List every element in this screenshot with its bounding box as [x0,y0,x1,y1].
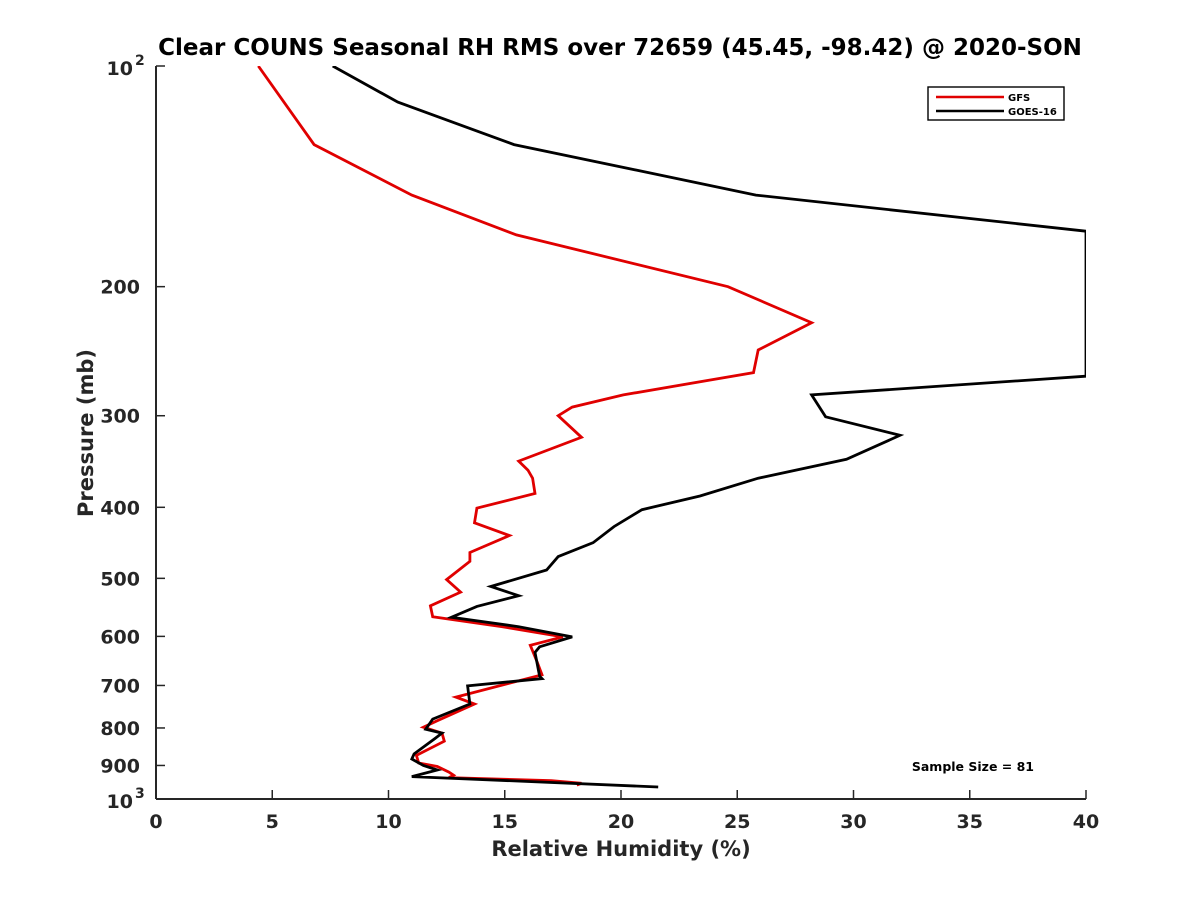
x-tick-label: 5 [266,811,279,833]
sample-size-annotation: Sample Size = 81 [912,759,1034,774]
x-tick-label: 15 [492,811,518,833]
series-line-gfs [257,66,815,787]
series-line-goes-16 [332,66,1086,789]
x-tick-label: 20 [608,811,634,833]
legend-box [927,86,1065,121]
x-tick-label: 10 [375,811,401,833]
y-tick-label: 900 [100,755,140,777]
y-tick-exponent: 3 [135,786,145,802]
legend-label-goes-16: GOES-16 [1008,107,1057,118]
y-tick-label: 300 [100,406,140,428]
y-tick-label-power: 10 [107,58,133,80]
y-tick-label: 400 [100,497,140,519]
x-tick-label: 30 [840,811,866,833]
y-tick-label-power: 10 [107,791,133,813]
y-tick-label: 800 [100,718,140,740]
y-tick-base: 10 [107,791,133,813]
x-tick-label: 0 [149,811,162,833]
legend: GFS GOES-16 [927,86,1065,121]
x-axis-label: Relative Humidity (%) [491,837,750,861]
y-tick-label: 600 [100,626,140,648]
x-tick-label: 25 [724,811,750,833]
y-tick-label: 200 [100,277,140,299]
x-tick-label: 40 [1073,811,1099,833]
y-tick-label: 700 [100,675,140,697]
legend-label-gfs: GFS [1008,93,1030,104]
y-axis-label: Pressure (mb) [74,349,98,517]
y-tick-base: 10 [107,58,133,80]
y-tick-label: 500 [100,568,140,590]
chart-title: Clear COUNS Seasonal RH RMS over 72659 (… [158,35,1082,61]
x-tick-label: 35 [957,811,983,833]
plot-area [156,66,1086,799]
y-tick-exponent: 2 [135,53,145,69]
